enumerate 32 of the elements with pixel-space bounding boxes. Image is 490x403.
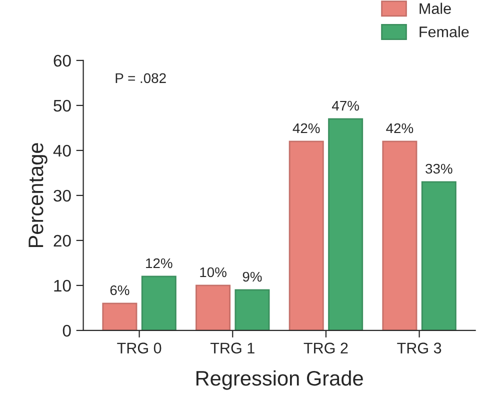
data-label: 12% <box>146 258 172 268</box>
bar <box>234 289 270 330</box>
annotation: P = .082 <box>116 73 166 84</box>
y-tick-label: 10 <box>54 280 71 292</box>
y-tick-label: 20 <box>54 234 71 247</box>
data-label: 42% <box>386 123 414 134</box>
y-tick-label: 0 <box>62 324 71 337</box>
legend-label: Male <box>420 2 451 14</box>
data-label: 33% <box>426 164 452 174</box>
x-tick-label: TRG 0 <box>117 342 162 354</box>
bar <box>328 118 364 330</box>
bar <box>196 284 231 330</box>
data-label: 42% <box>292 123 320 134</box>
y-tick-label: 60 <box>54 54 71 67</box>
x-axis-title: Regression Grade <box>196 370 363 390</box>
bar <box>382 140 418 330</box>
data-label: 6% <box>110 285 130 296</box>
bar <box>102 302 138 330</box>
data-label: 9% <box>242 272 262 282</box>
legend-label: Female <box>420 26 469 38</box>
bar <box>288 140 324 330</box>
data-label: 10% <box>200 267 226 278</box>
y-axis-title: Percentage <box>28 143 48 248</box>
x-tick-label: TRG 2 <box>304 342 348 354</box>
y-tick-label: 50 <box>54 100 71 112</box>
y-tick-label: 30 <box>54 190 71 202</box>
x-tick-label: TRG 1 <box>210 342 254 354</box>
bar <box>141 276 176 330</box>
data-label: 47% <box>332 100 359 111</box>
y-tick-label: 40 <box>53 144 71 157</box>
x-tick-label: TRG 3 <box>397 342 442 354</box>
bar <box>421 181 456 330</box>
